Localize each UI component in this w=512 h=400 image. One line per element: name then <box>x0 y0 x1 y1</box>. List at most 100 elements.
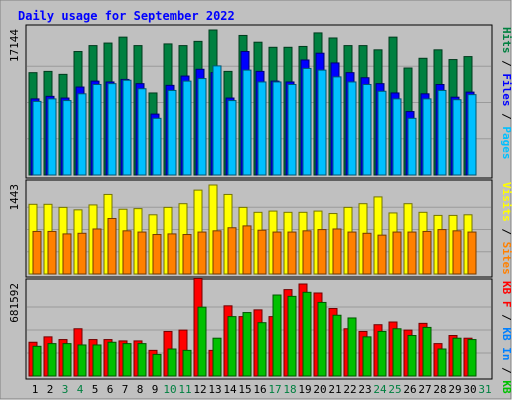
legend-label: KB F <box>500 281 512 308</box>
legend-label: Files <box>500 73 512 106</box>
bar-pages-day-30 <box>467 94 477 176</box>
bar-sites-day-25 <box>392 231 402 275</box>
bar-sites-day-15 <box>242 225 252 275</box>
bar-kb-out-day-14 <box>227 316 237 377</box>
legend-label: Sites <box>500 242 512 275</box>
bar-kb-out-day-9 <box>152 353 162 377</box>
x-tick-label: 9 <box>152 383 159 396</box>
bar-pages-day-11 <box>182 80 192 176</box>
bar-sites-day-13 <box>212 230 222 275</box>
bar-kb-out-day-15 <box>242 312 252 377</box>
bar-sites-day-12 <box>197 231 207 275</box>
panel-kbytes-max-label: 681592 <box>8 283 21 323</box>
x-tick-label: 1 <box>32 383 39 396</box>
bar-sites-day-26 <box>407 231 417 275</box>
bar-sites-day-4 <box>77 232 87 275</box>
bar-pages-day-25 <box>392 98 402 176</box>
x-tick-label: 4 <box>77 383 84 396</box>
bar-sites-day-19 <box>302 230 312 275</box>
x-tick-label: 23 <box>358 383 371 396</box>
bar-kb-out-day-17 <box>272 294 282 377</box>
bar-pages-day-9 <box>152 117 162 176</box>
legend-label: / <box>500 222 512 242</box>
bar-sites-day-28 <box>437 229 447 275</box>
bar-pages-day-5 <box>92 84 102 176</box>
bar-pages-day-22 <box>347 81 357 176</box>
legend-label: / <box>500 361 512 381</box>
bar-pages-day-29 <box>452 99 462 176</box>
x-tick-label: 21 <box>328 383 341 396</box>
bar-kb-out-day-28 <box>437 348 447 377</box>
bar-kb-out-day-6 <box>107 341 117 377</box>
bar-kb-out-day-19 <box>302 291 312 377</box>
bar-sites-day-18 <box>287 231 297 275</box>
panel-visits-max-label: 1443 <box>8 184 21 211</box>
bar-pages-day-13 <box>212 65 222 176</box>
x-tick-label: 19 <box>298 383 311 396</box>
x-tick-label: 10 <box>163 383 176 396</box>
bar-pages-day-16 <box>257 81 267 176</box>
bar-kb-out-day-22 <box>347 317 357 377</box>
x-tick-label: 26 <box>403 383 416 396</box>
bar-pages-day-28 <box>437 89 447 176</box>
bar-kb-out-day-5 <box>92 344 102 377</box>
panel-kbytes: 681592 KB F / KB In / KB Out <box>8 277 512 400</box>
bar-kb-out-day-10 <box>167 348 177 377</box>
bar-pages-day-7 <box>122 79 132 176</box>
bar-sites-day-22 <box>347 231 357 275</box>
legend-label: / <box>500 107 512 127</box>
bar-kb-out-day-30 <box>467 339 477 377</box>
bar-pages-day-20 <box>317 69 327 176</box>
x-tick-label: 27 <box>418 383 431 396</box>
x-tick-label: 5 <box>92 383 99 396</box>
bar-pages-day-8 <box>137 88 147 176</box>
bar-sites-day-27 <box>422 230 432 275</box>
bar-kb-out-day-11 <box>182 349 192 377</box>
bar-pages-day-1 <box>32 100 42 176</box>
legend-label: Visits <box>500 182 512 222</box>
x-tick-label: 31 <box>478 383 491 396</box>
bar-sites-day-29 <box>452 230 462 275</box>
bar-pages-day-14 <box>227 100 237 176</box>
bar-sites-day-2 <box>47 230 57 275</box>
bar-sites-day-16 <box>257 229 267 275</box>
x-tick-label: 12 <box>193 383 206 396</box>
bar-kb-out-day-20 <box>317 301 327 377</box>
bar-pages-day-10 <box>167 89 177 176</box>
bar-kb-out-day-25 <box>392 328 402 377</box>
bar-sites-day-24 <box>377 234 387 275</box>
bar-kb-out-day-18 <box>287 295 297 377</box>
bar-sites-day-9 <box>152 234 162 275</box>
bar-sites-day-10 <box>167 233 177 275</box>
bar-kb-out-day-24 <box>377 330 387 377</box>
bar-pages-day-21 <box>332 76 342 176</box>
bar-sites-day-8 <box>137 231 147 275</box>
x-tick-label: 28 <box>433 383 446 396</box>
bar-sites-day-5 <box>92 228 102 275</box>
x-tick-label: 16 <box>253 383 266 396</box>
bar-kb-out-day-3 <box>62 343 72 377</box>
bar-sites-day-23 <box>362 232 372 275</box>
x-tick-label: 30 <box>463 383 476 396</box>
chart-title: Daily usage for September 2022 <box>18 9 235 23</box>
bar-sites-day-20 <box>317 229 327 275</box>
x-tick-label: 14 <box>223 383 237 396</box>
bar-kb-out-day-12 <box>197 306 207 377</box>
bar-kb-out-day-29 <box>452 337 462 377</box>
legend-label: KB Out <box>500 380 512 400</box>
bar-kb-out-day-23 <box>362 336 372 377</box>
x-axis-day-labels: 1 2 3 4 5 6 7 8 9 10 11 12 13 14 15 16 17 18 19 20 21 22 23 24 2… <box>32 383 492 396</box>
bar-pages-day-3 <box>62 100 72 176</box>
x-tick-label: 18 <box>283 383 296 396</box>
x-tick-label: 20 <box>313 383 326 396</box>
bar-kb-out-day-27 <box>422 326 432 377</box>
bar-sites-day-14 <box>227 227 237 275</box>
bar-kb-out-day-16 <box>257 322 267 377</box>
bar-kb-out-day-4 <box>77 344 87 377</box>
x-tick-label: 7 <box>122 383 129 396</box>
panel-visits-legend: Visits / Sites <box>500 182 512 275</box>
bar-sites-day-21 <box>332 228 342 275</box>
panel-kbytes-legend: KB F / KB In / KB Out <box>500 281 512 400</box>
x-tick-label: 11 <box>178 383 191 396</box>
